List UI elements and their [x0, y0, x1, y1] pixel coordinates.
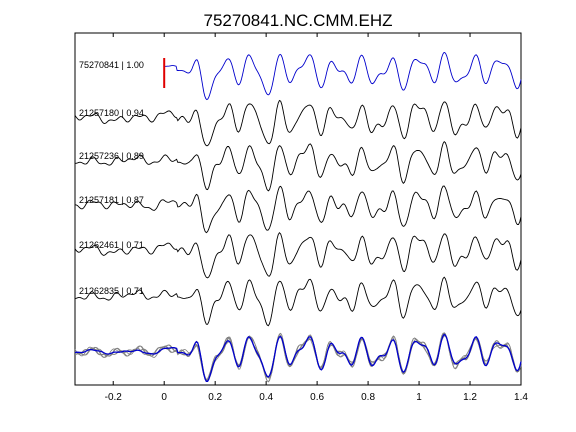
x-tick-label: 0.2: [208, 392, 222, 403]
chart-title: 75270841.NC.CMM.EHZ: [204, 11, 393, 30]
trace-label: 21257181 | 0.87: [79, 195, 144, 205]
x-tick-label: 1.4: [514, 392, 528, 403]
x-tick-label: 1: [416, 392, 422, 403]
trace-waveform: [75, 141, 522, 192]
x-tick-label: 0.8: [361, 392, 375, 403]
trace-waveform: [74, 276, 522, 327]
trace-label: 75270841 | 1.00: [79, 60, 144, 70]
trace-label: 21257180 | 0.94: [79, 108, 144, 118]
x-tick-label: 1.2: [463, 392, 477, 403]
plot-frame: [74, 32, 522, 386]
x-tick-label: 0.6: [310, 392, 324, 403]
x-axis-ticks: -0.2 0 0.2 0.4 0.6 0.8 1 1.2 1.4: [105, 33, 528, 403]
x-tick-label: -0.2: [105, 392, 123, 403]
x-tick-label: 0: [161, 392, 167, 403]
trace-waveform: [74, 231, 522, 279]
trace-waveform: [164, 51, 522, 101]
trace-waveform: [74, 185, 522, 234]
traces-layer: [74, 51, 522, 383]
trace-waveform: [74, 99, 522, 147]
trace-labels-layer: 75270841 | 1.00 21257180 | 0.94 21257236 |…: [79, 60, 144, 296]
trace-label: 21257236 | 0.89: [79, 151, 144, 161]
x-tick-label: 0.4: [259, 392, 273, 403]
trace-label: 21262461 | 0.71: [79, 240, 144, 250]
trace-label: 21262835 | 0.71: [79, 286, 144, 296]
overlay-waveform: [74, 333, 522, 382]
